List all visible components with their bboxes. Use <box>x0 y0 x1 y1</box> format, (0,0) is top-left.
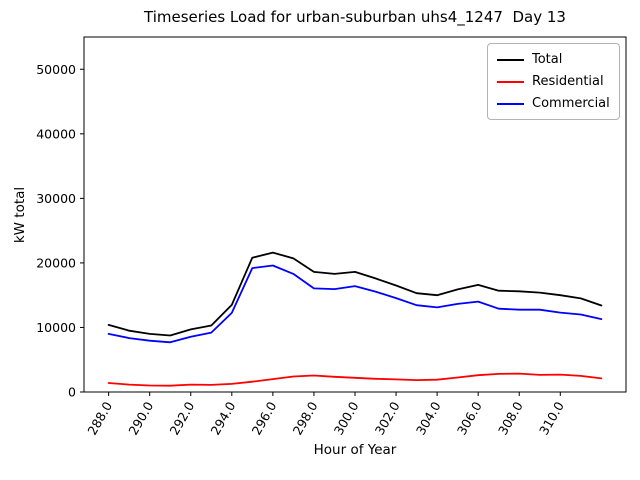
x-tick-label: 298.0 <box>290 399 321 438</box>
x-tick-label: 294.0 <box>208 399 239 438</box>
y-tick-label: 50000 <box>36 62 76 77</box>
y-tick-label: 30000 <box>36 191 76 206</box>
x-tick-label: 308.0 <box>495 399 526 438</box>
legend-line-swatch-total <box>497 58 524 61</box>
legend-item-total: Total <box>497 52 610 67</box>
y-tick-label: 20000 <box>36 255 76 270</box>
legend-item-commercial: Commercial <box>497 96 610 111</box>
legend-label-commercial: Commercial <box>532 96 610 111</box>
x-tick-label: 292.0 <box>166 399 197 438</box>
x-tick-label: 296.0 <box>249 399 280 438</box>
y-tick-label: 0 <box>68 385 76 400</box>
x-tick-label: 290.0 <box>125 399 156 438</box>
chart-title: Timeseries Load for urban-suburban uhs4_… <box>144 8 566 26</box>
y-tick-label: 40000 <box>36 126 76 141</box>
y-axis-label: kW total <box>12 186 28 244</box>
y-tick-label: 10000 <box>36 320 76 335</box>
x-ticks: 288.0 290.0 292.0 294.0 296.0 298.0 300.0 302.0… <box>84 392 567 438</box>
x-tick-label: 304.0 <box>413 399 444 438</box>
x-tick-label: 300.0 <box>331 399 362 438</box>
legend: Total Residential Commercial <box>487 43 620 120</box>
x-tick-label: 302.0 <box>372 399 403 438</box>
y-ticks: 0 10000 20000 30000 40000 50000 <box>36 62 84 400</box>
legend-label-total: Total <box>532 52 563 67</box>
legend-item-residential: Residential <box>497 74 610 89</box>
legend-line-swatch-commercial <box>497 102 524 105</box>
x-tick-label: 288.0 <box>84 399 115 438</box>
x-tick-label: 306.0 <box>454 399 485 438</box>
legend-label-residential: Residential <box>532 74 604 89</box>
series-line-total <box>107 251 603 337</box>
legend-line-swatch-residential <box>497 80 524 83</box>
x-axis-label: Hour of Year <box>313 442 397 458</box>
series-line-residential <box>107 372 603 387</box>
series-line-commercial <box>107 264 603 344</box>
x-tick-label: 310.0 <box>536 399 567 438</box>
